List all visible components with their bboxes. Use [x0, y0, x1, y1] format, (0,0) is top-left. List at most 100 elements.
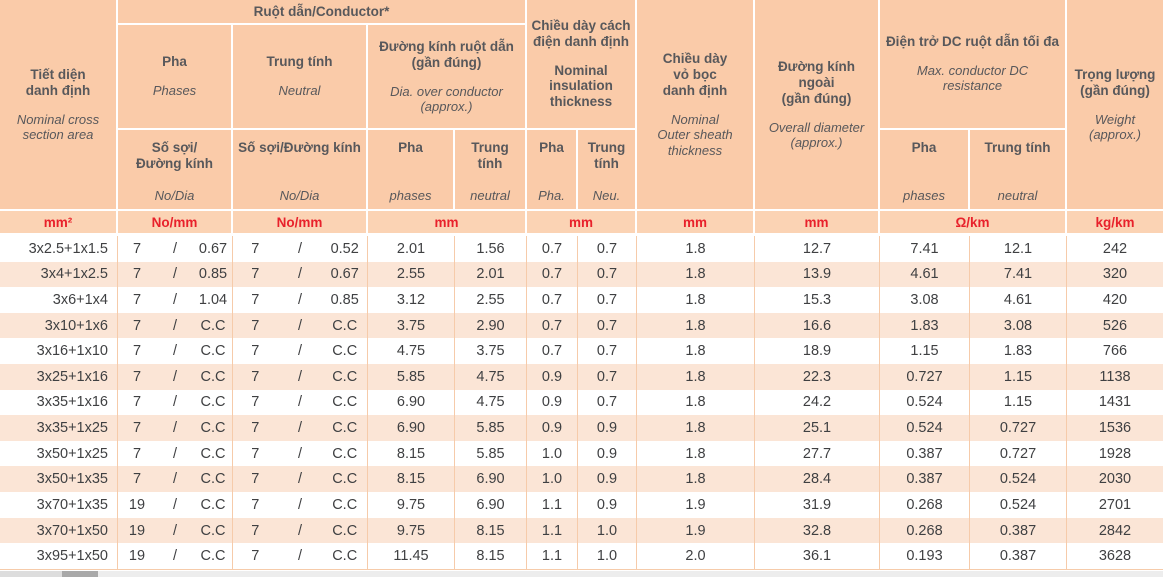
cell-phase-nodia: 7 / C.C: [118, 389, 233, 416]
cell-neutral-nodia-part: C.C: [332, 522, 358, 539]
cell-sheath: 1.8: [637, 389, 755, 416]
cell-neutral-nodia-part: 7: [251, 548, 260, 565]
cell-section: 3x95+1x50: [0, 543, 118, 569]
scrollbar-lead-segment: [0, 571, 62, 577]
cell-neutral-nodia: 7 / C.C: [233, 338, 368, 365]
cell-phase-nodia-part: C.C: [200, 548, 226, 565]
cell-neutral-nodia-part: C.C: [332, 394, 358, 411]
table-body: 3x2.5+1x1.5 7/0.67 7/0.52 2.01 1.56 0.7 0.7 1.8…: [0, 236, 1163, 570]
cell-dia-neutral: 2.01: [455, 261, 527, 288]
subheader-dc-phase-vi: Pha: [911, 140, 937, 155]
header-insulation-en: Nominal insulation thickness: [549, 62, 613, 110]
cell-ins-phase: 0.7: [527, 261, 578, 288]
cell-dc-phase: 0.387: [880, 466, 970, 493]
cell-dc-phase: 0.268: [880, 492, 970, 518]
cell-overall-diameter: 18.9: [755, 338, 880, 365]
cell-dia-phase: 8.15: [368, 466, 455, 493]
cell-neutral-nodia-part: C.C: [332, 343, 358, 360]
cell-dc-neutral: 1.15: [970, 389, 1067, 416]
subheader-dia-neutral-vi: Trung tính: [471, 140, 509, 171]
cell-dc-neutral: 12.1: [970, 236, 1067, 262]
cell-phase-nodia: 7 / 0.85: [118, 261, 233, 288]
subheader-neutral-nodia-en: No/Dia: [279, 187, 320, 203]
cell-phase-nodia: 19 / C.C: [118, 517, 233, 544]
cell-dc-neutral: 4.61: [970, 287, 1067, 313]
cell-dc-phase: 0.387: [880, 440, 970, 467]
cell-neutral-nodia-part: 7: [251, 240, 260, 257]
cell-phase-nodia-part: 1.04: [198, 292, 228, 309]
cell-overall-diameter: 36.1: [755, 543, 880, 569]
cell-weight: 3628: [1098, 548, 1132, 565]
cell-overall-diameter: 28.4: [755, 466, 880, 493]
cell-ins-phase: 0.7: [527, 236, 578, 262]
cell-section: 3x16+1x10: [0, 338, 118, 365]
cell-neutral-nodia-part: /: [297, 522, 303, 539]
cell-section: 3x10+1x6: [0, 312, 118, 339]
cell-phase-nodia-part: 0.85: [198, 266, 228, 283]
cell-neutral-nodia-part: 7: [251, 368, 260, 385]
table-row: 3x50+1x35 7 / C.C 7 / C.C 8.15 6.90 1.0 0.9 1.8 28.4…: [0, 466, 1163, 493]
header-overall-vi: Đường kính ngoài (gần đúng): [777, 58, 856, 106]
cell-neutral-nodia-part: C.C: [332, 496, 358, 513]
cell-weight: 2701: [1098, 496, 1132, 513]
cell-dc-neutral: 3.08: [970, 312, 1067, 339]
cell-dia-neutral: 6.90: [455, 466, 527, 493]
header-section-en: Nominal cross section area: [16, 111, 100, 142]
cell-neutral-nodia-part: /: [297, 420, 303, 437]
cell-neutral-nodia-part: 7: [251, 266, 260, 283]
cell-overall-diameter: 12.7: [755, 236, 880, 262]
cell-phase-nodia: 19 / C.C: [118, 492, 233, 518]
subheader-neutral-nodia: Số sợi/Đường kính No/Dia: [233, 130, 366, 209]
unit-weight: kg/km: [1067, 211, 1163, 233]
cell-sheath: 2.0: [637, 543, 755, 569]
table-row: 3x70+1x50 19 / C.C 7 / C.C 9.75 8.15 1.1 1.0 1.9 32.…: [0, 517, 1163, 544]
cell-section: 3x6+1x4: [0, 287, 118, 313]
cell-dc-phase: 4.61: [880, 261, 970, 288]
cell-phase-nodia-part: 19: [128, 548, 146, 565]
cell-phase-nodia-part: 19: [128, 496, 146, 513]
header-dc-en: Max. conductor DC resistance: [916, 63, 1029, 94]
cell-dc-phase: 0.268: [880, 517, 970, 544]
cell-dc-phase: 1.15: [880, 338, 970, 365]
cell-overall-diameter: 16.6: [755, 312, 880, 339]
cell-dc-phase: 7.41: [880, 236, 970, 262]
cell-neutral-nodia-part: /: [297, 240, 303, 257]
scrollbar-thumb[interactable]: [62, 571, 98, 577]
cell-dc-neutral: 1.83: [970, 338, 1067, 365]
table-row: 3x6+1x4 7/1.04 7/0.85 3.12 2.55 0.7 0.7 1.8 15.3…: [0, 287, 1163, 313]
subheader-phase-nodia-vi: Số sợi/ Đường kính: [135, 140, 214, 171]
subheader-insulation-neutral-vi: Trung tính: [587, 140, 626, 171]
cell-ins-neutral: 0.7: [578, 312, 637, 339]
cell-weight: 1138: [1099, 368, 1131, 385]
cell-sheath: 1.8: [637, 440, 755, 467]
cell-weight: 420: [1102, 292, 1128, 309]
subheader-dc-neutral-en: neutral: [997, 187, 1038, 203]
cell-overall-diameter: 24.2: [755, 389, 880, 416]
cell-neutral-nodia: 7 / 0.52: [233, 236, 368, 262]
header-conductor-label: Ruột dẫn/Conductor*: [253, 3, 390, 19]
cell-sheath: 1.8: [637, 415, 755, 441]
cell-ins-neutral: 0.7: [578, 261, 637, 288]
header-insulation: Chiều dày cách điện danh định Nominal in…: [527, 0, 635, 128]
cell-weight: 242: [1102, 240, 1128, 257]
subheader-dc-phase: Pha phases: [880, 130, 968, 209]
subheader-dia-neutral-en: neutral: [470, 187, 510, 203]
cell-weight: 1536: [1098, 420, 1132, 437]
horizontal-scrollbar[interactable]: [0, 571, 1163, 577]
cell-ins-neutral: 0.7: [578, 364, 637, 390]
cell-neutral-nodia-part: 7: [251, 496, 260, 513]
cell-phase-nodia-part: C.C: [200, 343, 226, 360]
unit-dia: mm: [368, 211, 525, 233]
header-dia-en: Dia. over conductor (approx.): [390, 83, 503, 114]
cell-dia-phase: 11.45: [368, 543, 455, 569]
subheader-dia-phase-en: phases: [389, 187, 432, 203]
cell-dc-neutral: 7.41: [970, 261, 1067, 288]
cell-overall-diameter: 15.3: [755, 287, 880, 313]
subheader-dc-neutral: Trung tính neutral: [970, 130, 1065, 209]
cell-phase-nodia-part: 7: [132, 343, 142, 360]
subheader-dia-phase-vi: Pha: [398, 140, 423, 155]
cell-neutral-nodia: 7 / C.C: [233, 415, 368, 441]
cell-dia-neutral: 6.90: [455, 492, 527, 518]
cell-phase-nodia-part: C.C: [200, 445, 226, 462]
